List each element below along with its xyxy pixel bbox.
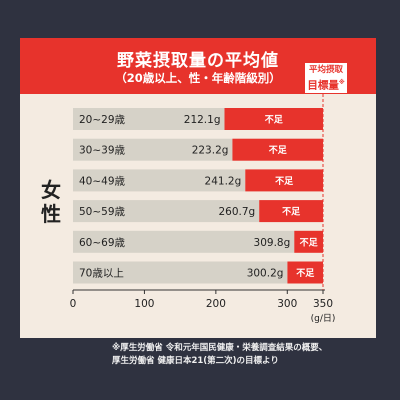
chart-subtitle: （20歳以上、性・年齢階級別） [115, 71, 281, 85]
shortfall-label: 不足 [282, 207, 301, 218]
shortfall-label: 不足 [269, 145, 288, 156]
shortfall-label: 不足 [300, 237, 319, 248]
shortfall-bar [224, 108, 323, 130]
category-label: 70歳以上 [79, 268, 124, 280]
source-note-line2: 厚生労働省 健康日本21(第二次)の目標より [112, 356, 279, 366]
x-tick-label: 350 [313, 298, 333, 310]
shortfall-bar [294, 230, 323, 253]
value-label: 212.1g [184, 114, 221, 126]
bar [73, 230, 295, 253]
shortfall-label: 不足 [265, 115, 284, 126]
bar [73, 261, 288, 284]
x-tick-label: 0 [70, 298, 77, 310]
bar [73, 169, 246, 192]
shortfall-bar [259, 200, 323, 223]
source-note: ※厚生労働省 令和元年国民健康・栄養調査結果の概要、 厚生労働省 健康日本21(… [112, 342, 392, 368]
bar [73, 108, 225, 130]
x-tick-label: 300 [277, 298, 297, 310]
value-label: 260.7g [218, 206, 255, 218]
source-note-line1: ※厚生労働省 令和元年国民健康・栄養調査結果の概要、 [112, 343, 328, 353]
target-label-box: 平均摂取 目標量※ [304, 62, 348, 94]
value-label: 300.2g [247, 268, 284, 280]
target-label-line1: 平均摂取 [308, 65, 343, 75]
chart-title: 野菜摂取量の平均値 [117, 51, 279, 71]
target-label-line2: 目標量 [307, 79, 339, 92]
shortfall-label: 不足 [296, 268, 315, 279]
value-label: 241.2g [205, 175, 242, 187]
x-unit-label: (g/日) [311, 313, 336, 324]
category-label: 50~59歳 [79, 206, 126, 218]
shortfall-bar [287, 261, 323, 284]
category-label: 30~39歳 [79, 145, 126, 157]
shortfall-bar [232, 138, 323, 161]
category-label: 20~29歳 [79, 114, 126, 126]
shortfall-bar [245, 169, 323, 192]
x-tick-label: 100 [134, 298, 154, 310]
bar [73, 200, 260, 223]
bar [73, 138, 233, 161]
group-label: 女性 [41, 178, 61, 226]
value-label: 309.8g [254, 237, 291, 249]
shortfall-label: 不足 [275, 176, 294, 187]
category-label: 40~49歳 [79, 175, 126, 187]
x-tick-label: 200 [206, 298, 226, 310]
target-label-mark: ※ [338, 79, 345, 86]
category-label: 60~69歳 [79, 237, 126, 249]
value-label: 223.2g [192, 145, 229, 157]
